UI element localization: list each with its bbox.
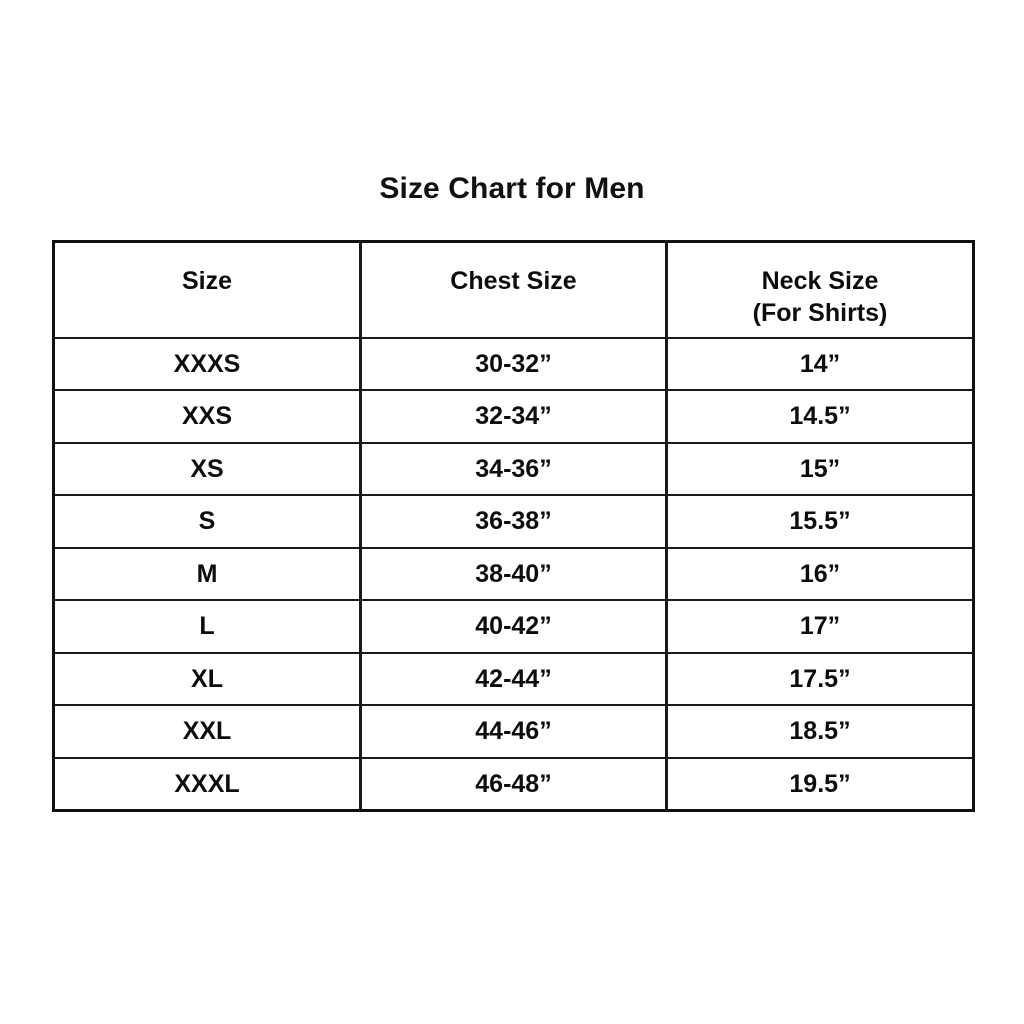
cell-chest-size: 46-48” [359, 756, 668, 812]
cell-size: XS [52, 441, 362, 496]
table-row: M 38-40” 16” [52, 546, 975, 601]
size-chart-table-container: Size Chest Size Neck Size (For Shirts) X… [52, 240, 975, 812]
table-row: L 40-42” 17” [52, 599, 975, 654]
cell-chest-size: 38-40” [359, 546, 668, 601]
table-row: XXXL 46-48” 19.5” [52, 756, 975, 812]
table-row: XXXS 30-32” 14” [52, 336, 975, 391]
column-header-chest-size-label: Chest Size [450, 267, 577, 295]
column-header-size-label: Size [181, 267, 233, 295]
table-row: XS 34-36” 15” [52, 441, 975, 496]
size-chart-table: Size Chest Size Neck Size (For Shirts) X… [52, 240, 975, 812]
cell-neck-size: 14” [665, 336, 975, 391]
cell-neck-size: 15” [665, 441, 975, 496]
table-row: XXL 44-46” 18.5” [52, 704, 975, 759]
cell-neck-size: 17.5” [665, 651, 975, 706]
cell-size: S [52, 494, 362, 549]
cell-chest-size: 30-32” [359, 336, 668, 391]
cell-neck-size: 16” [665, 546, 975, 601]
cell-neck-size: 17” [665, 599, 975, 654]
cell-size: XXXL [52, 756, 362, 812]
column-header-neck-size: Neck Size (For Shirts) [665, 240, 975, 339]
cell-neck-size: 18.5” [665, 704, 975, 759]
cell-chest-size: 42-44” [359, 651, 668, 706]
cell-neck-size: 14.5” [665, 389, 975, 444]
table-row: S 36-38” 15.5” [52, 494, 975, 549]
table-row: XXS 32-34” 14.5” [52, 389, 975, 444]
column-header-neck-size-sublabel: (For Shirts) [752, 299, 888, 327]
cell-chest-size: 34-36” [359, 441, 668, 496]
table-header: Size Chest Size Neck Size (For Shirts) [52, 240, 975, 339]
cell-size: XXL [52, 704, 362, 759]
cell-neck-size: 19.5” [665, 756, 975, 812]
page-title: Size Chart for Men [379, 172, 645, 205]
cell-chest-size: 32-34” [359, 389, 668, 444]
column-header-neck-size-label: Neck Size [761, 267, 879, 295]
cell-chest-size: 44-46” [359, 704, 668, 759]
cell-size: L [52, 599, 362, 654]
table-body: XXXS 30-32” 14” XXS 32-34” 14.5” XS 34-36” 15” S 3… [52, 336, 975, 812]
table-header-row: Size Chest Size Neck Size (For Shirts) [52, 240, 975, 339]
cell-chest-size: 36-38” [359, 494, 668, 549]
column-header-chest-size: Chest Size [359, 240, 668, 339]
table-row: XL 42-44” 17.5” [52, 651, 975, 706]
cell-size: XL [52, 651, 362, 706]
column-header-size: Size [52, 240, 362, 339]
cell-neck-size: 15.5” [665, 494, 975, 549]
cell-size: XXS [52, 389, 362, 444]
cell-size: M [52, 546, 362, 601]
cell-size: XXXS [52, 336, 362, 391]
cell-chest-size: 40-42” [359, 599, 668, 654]
